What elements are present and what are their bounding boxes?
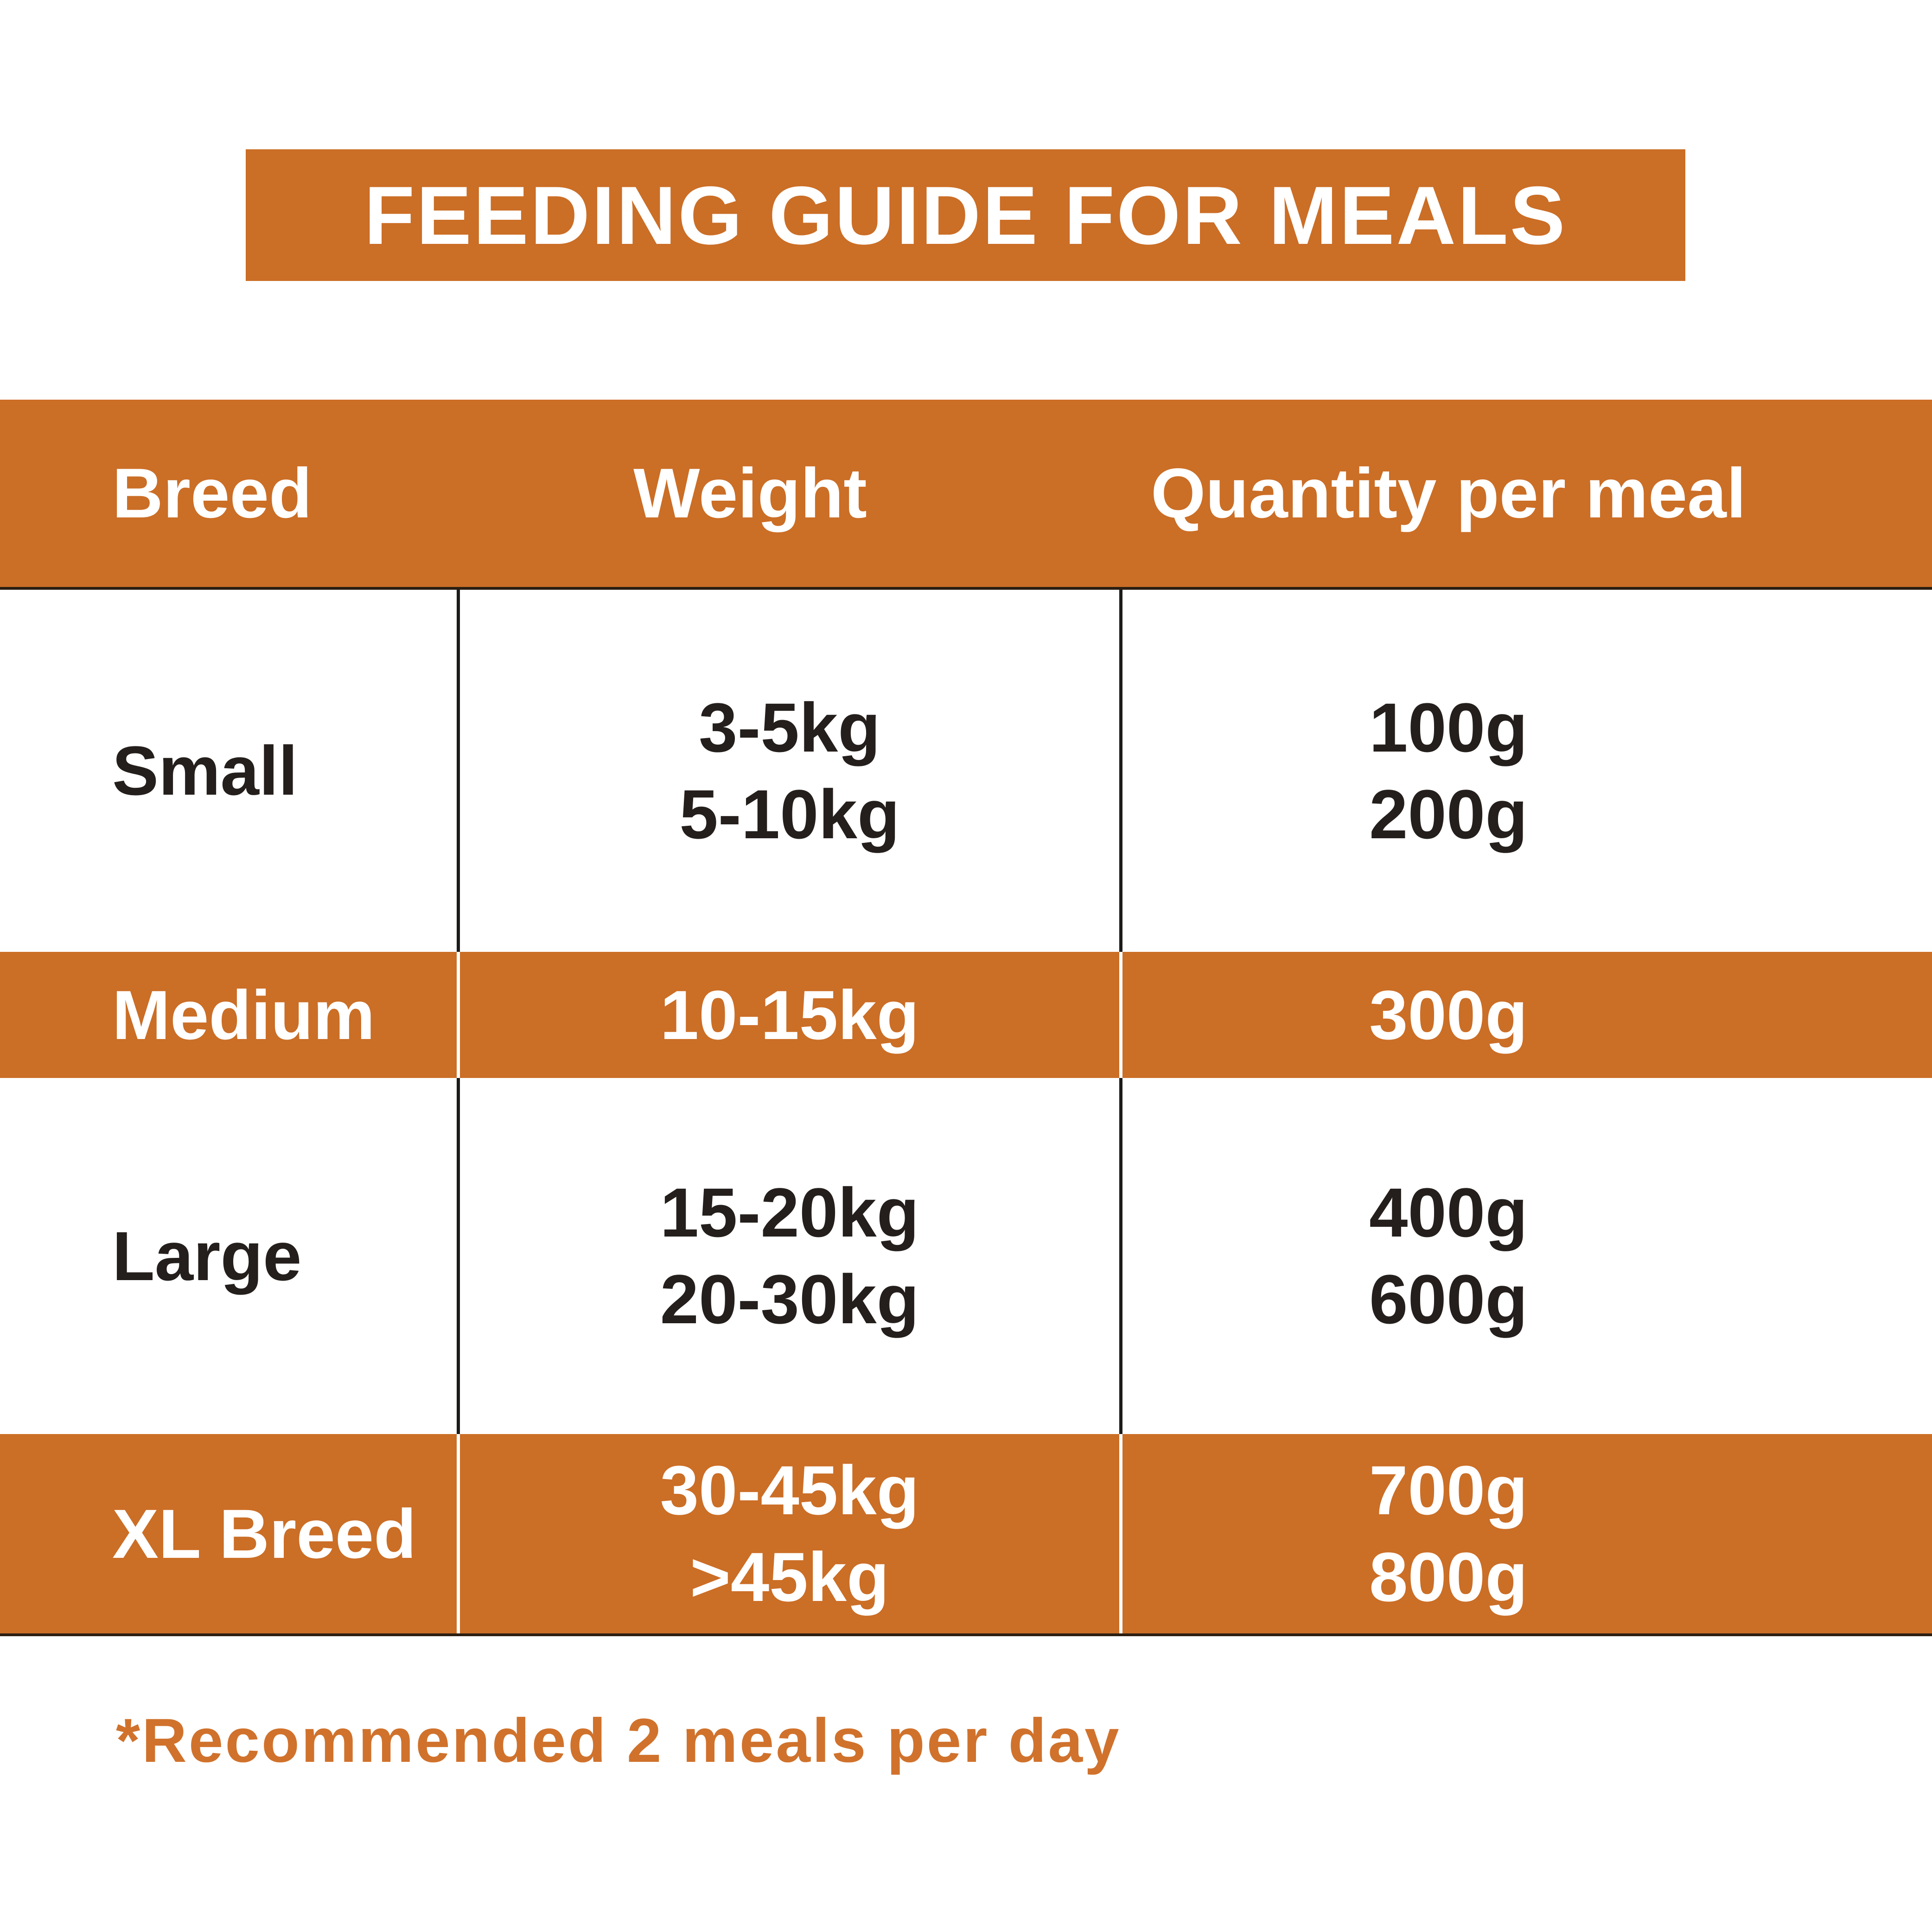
weight-value: 10-15kg	[660, 976, 919, 1054]
quantity-cell: 400g 600g	[1122, 1078, 1932, 1434]
column-header-breed: Breed	[0, 400, 457, 587]
breed-cell: Large	[0, 1078, 457, 1434]
table-row-xl-breed: XL Breed 30-45kg >45kg 700g 800g	[0, 1434, 1932, 1636]
quantity-cell: 300g	[1122, 952, 1932, 1078]
breed-cell: Medium	[0, 952, 457, 1078]
weight-values: 3-5kg 5-10kg	[679, 688, 900, 853]
breed-value: Medium	[112, 976, 375, 1054]
feeding-table: Breed Weight Quantity per meal Small 3-5…	[0, 400, 1932, 1636]
quantity-values: 700g 800g	[1369, 1451, 1528, 1616]
breed-cell: Small	[0, 590, 457, 952]
page-title: FEEDING GUIDE FOR MEALS	[364, 169, 1567, 261]
column-header-quantity-label: Quantity per meal	[1151, 453, 1746, 533]
weight-cell: 3-5kg 5-10kg	[457, 590, 1122, 952]
title-banner: FEEDING GUIDE FOR MEALS	[246, 149, 1685, 281]
table-row-medium: Medium 10-15kg 300g	[0, 952, 1932, 1078]
breed-value: XL Breed	[112, 1494, 416, 1573]
quantity-values: 100g 200g	[1369, 688, 1528, 853]
weight-cell: 10-15kg	[457, 952, 1122, 1078]
weight-values: 30-45kg >45kg	[660, 1451, 919, 1616]
column-header-quantity: Quantity per meal	[1122, 400, 1932, 587]
weight-cell: 30-45kg >45kg	[457, 1434, 1122, 1633]
column-header-breed-label: Breed	[112, 453, 312, 533]
column-header-weight: Weight	[457, 400, 1122, 587]
weight-cell: 15-20kg 20-30kg	[457, 1078, 1122, 1434]
breed-value: Small	[112, 732, 298, 810]
table-row-large: Large 15-20kg 20-30kg 400g 600g	[0, 1078, 1932, 1434]
table-row-small: Small 3-5kg 5-10kg 100g 200g	[0, 590, 1932, 952]
table-header-row: Breed Weight Quantity per meal	[0, 400, 1932, 590]
quantity-values: 400g 600g	[1369, 1173, 1528, 1338]
quantity-value: 300g	[1369, 976, 1528, 1054]
column-header-weight-label: Weight	[633, 453, 867, 533]
breed-value: Large	[112, 1217, 302, 1295]
breed-cell: XL Breed	[0, 1434, 457, 1633]
footnote: *Recommended 2 meals per day	[116, 1706, 1121, 1775]
weight-values: 15-20kg 20-30kg	[660, 1173, 919, 1338]
quantity-cell: 100g 200g	[1122, 590, 1932, 952]
quantity-cell: 700g 800g	[1122, 1434, 1932, 1633]
